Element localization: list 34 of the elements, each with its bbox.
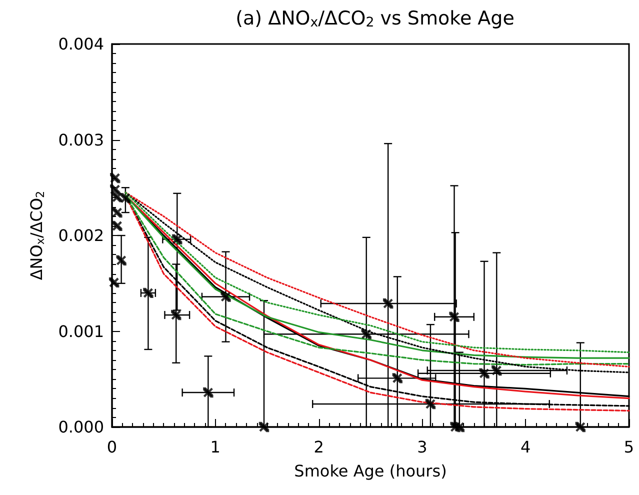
point bbox=[171, 310, 182, 320]
point bbox=[258, 422, 270, 432]
x-tick-label: 2 bbox=[314, 438, 324, 456]
point bbox=[361, 329, 372, 340]
point bbox=[220, 292, 231, 302]
point bbox=[110, 184, 120, 195]
point bbox=[203, 387, 214, 398]
y-tick-label: 0.000 bbox=[58, 418, 104, 436]
point bbox=[382, 298, 394, 309]
point bbox=[112, 220, 122, 232]
point bbox=[143, 288, 154, 298]
point bbox=[120, 193, 131, 204]
point bbox=[116, 255, 126, 266]
point bbox=[112, 207, 122, 218]
point bbox=[575, 422, 586, 432]
x-tick-label: 5 bbox=[624, 438, 634, 456]
x-tick-label: 1 bbox=[210, 438, 220, 456]
point bbox=[392, 373, 402, 384]
point bbox=[110, 172, 120, 184]
point bbox=[108, 277, 120, 288]
point bbox=[449, 312, 460, 322]
y-tick-label: 0.003 bbox=[58, 130, 104, 150]
point bbox=[492, 365, 502, 376]
point bbox=[425, 398, 436, 410]
x-tick-label: 4 bbox=[520, 438, 531, 456]
y-tick-label: 0.004 bbox=[58, 34, 104, 54]
point bbox=[479, 368, 490, 378]
y-tick-label: 0.001 bbox=[58, 322, 104, 341]
y-tick-label: 0.002 bbox=[58, 226, 104, 245]
x-tick-label: 3 bbox=[417, 438, 428, 456]
y-axis-title: ΔNOx/ΔCO2 bbox=[27, 190, 47, 280]
x-tick-label: 0 bbox=[106, 438, 118, 456]
point bbox=[172, 234, 182, 244]
x-axis-title: Smoke Age (hours) bbox=[294, 462, 447, 480]
